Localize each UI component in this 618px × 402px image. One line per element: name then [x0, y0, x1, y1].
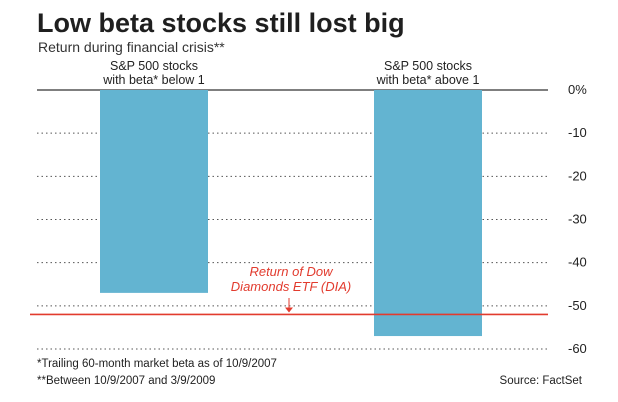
source-note: Source: FactSet: [500, 375, 583, 387]
chart-subtitle: Return during financial crisis**: [38, 39, 225, 55]
y-tick-label: -10: [568, 125, 587, 140]
y-tick-label: -40: [568, 255, 587, 270]
y-tick-label: -60: [568, 341, 587, 356]
reference-line-group: Return of Dow Diamonds ETF (DIA): [30, 264, 548, 316]
reference-arrow-head: [285, 307, 293, 313]
category-label: S&P 500 stocks with beta* above 1: [376, 59, 480, 87]
y-tick-label: -20: [568, 168, 587, 183]
y-tick-label: -50: [568, 298, 587, 313]
y-tick-label: 0%: [568, 82, 587, 97]
category-label: S&P 500 stocks with beta* below 1: [102, 59, 205, 87]
reference-line-label: Return of Dow Diamonds ETF (DIA): [231, 264, 351, 294]
y-tick-label: -30: [568, 212, 587, 227]
footnote-beta: *Trailing 60-month market beta as of 10/…: [37, 358, 277, 370]
y-axis-tick-labels: 0% -10 -20 -30 -40 -50 -60: [568, 82, 587, 356]
footnote-period: **Between 10/9/2007 and 3/9/2009: [37, 375, 215, 387]
bar: [100, 90, 208, 293]
category-labels: S&P 500 stocks with beta* below 1 S&P 500 …: [102, 59, 479, 87]
bar: [374, 90, 482, 337]
bars: [100, 90, 482, 337]
chart-title: Low beta stocks still lost big: [37, 8, 405, 38]
